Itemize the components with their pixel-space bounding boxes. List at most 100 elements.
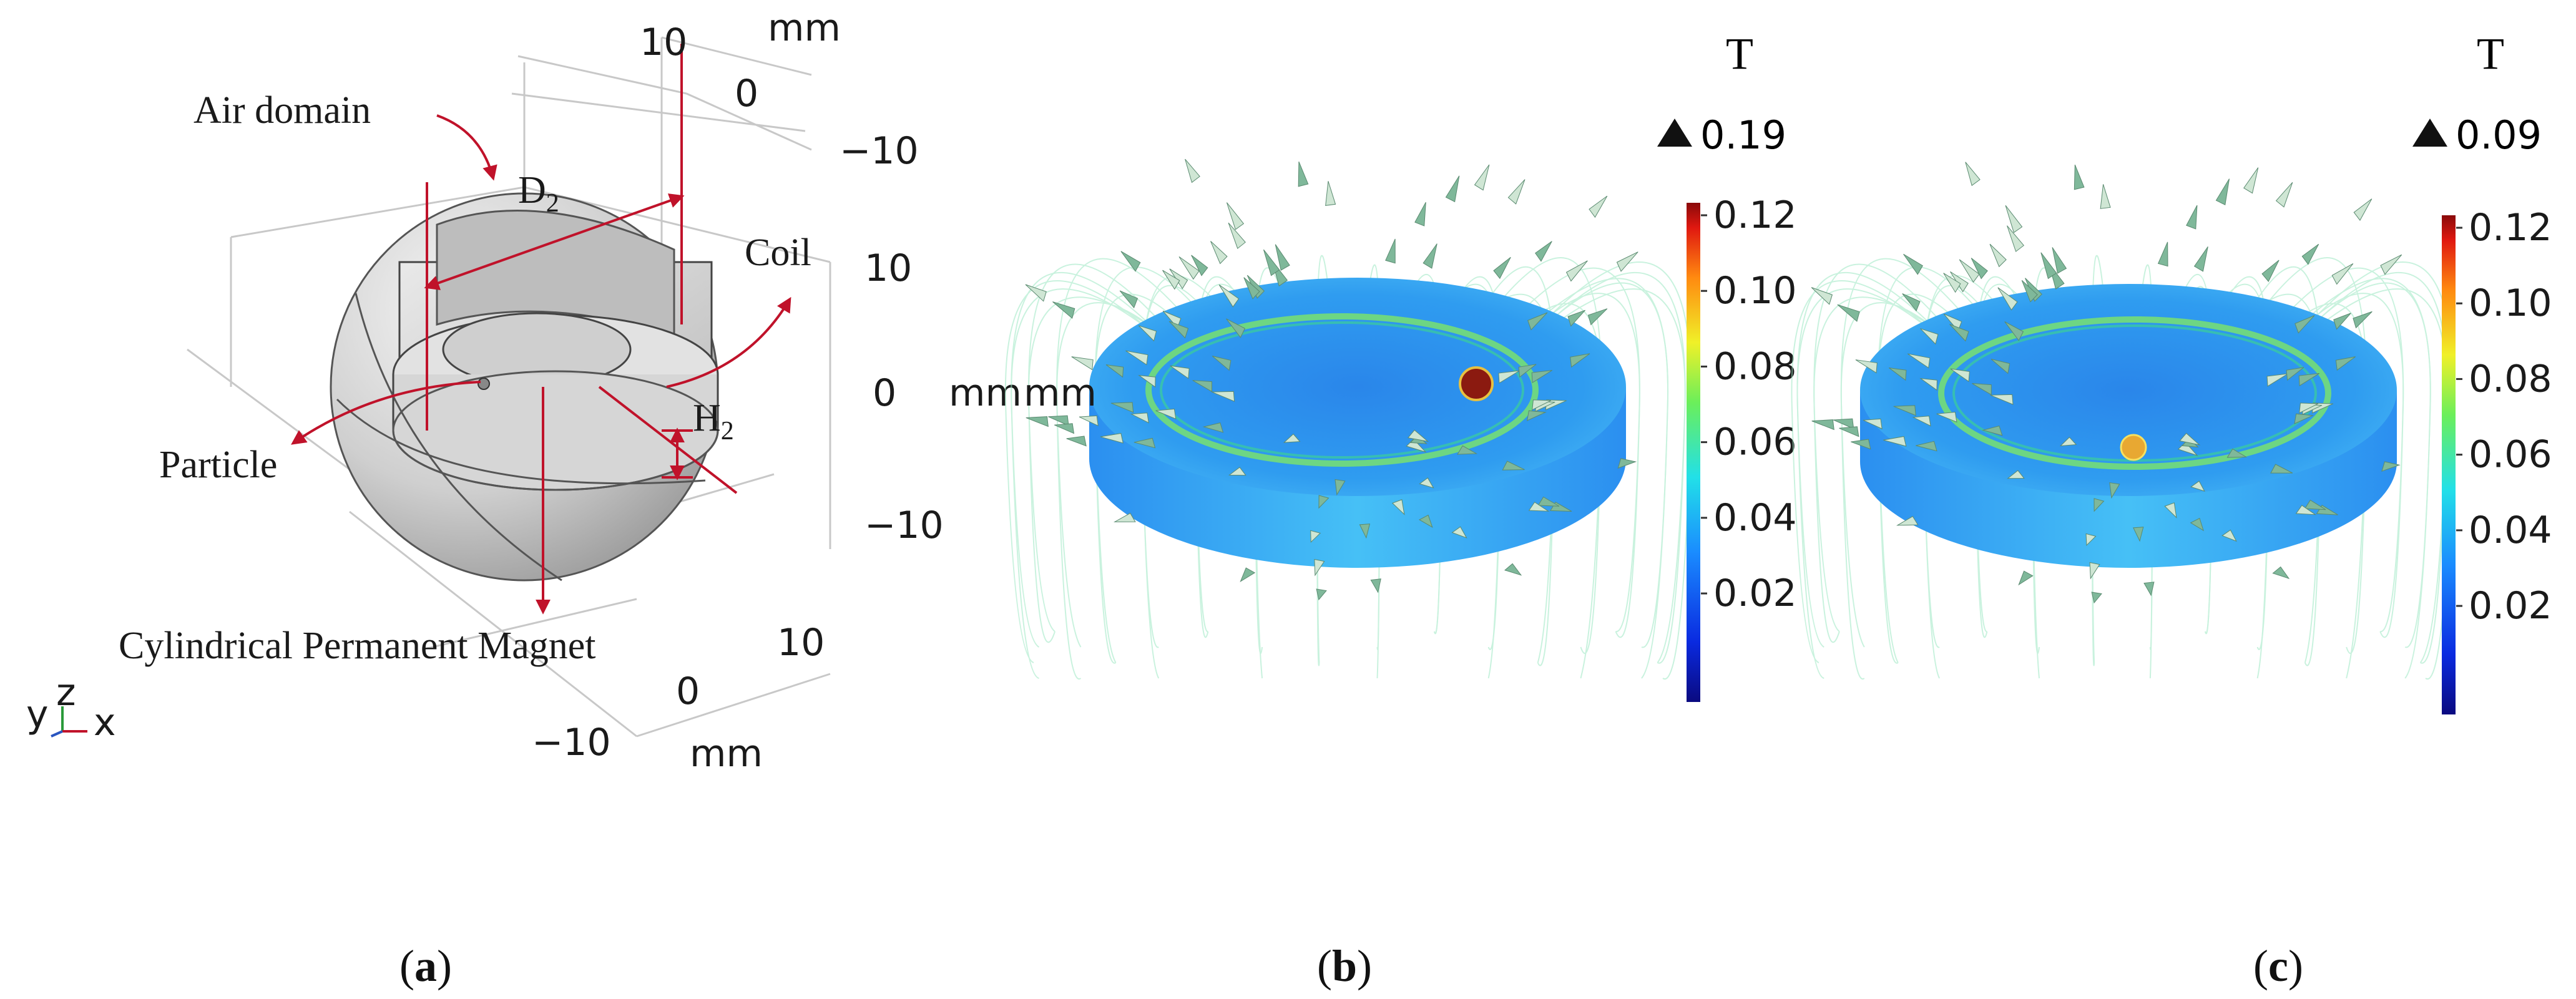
field-arrows-c (1811, 162, 2402, 604)
field-arrow-cone (2094, 498, 2105, 512)
field-arrow-cone (1318, 495, 1330, 509)
field-arrow-cone (2301, 243, 2319, 265)
field-arrow-cone (2380, 254, 2402, 275)
field-arrow-cone (1407, 429, 1429, 442)
colorbar-tick-label: 0.08 (2469, 357, 2552, 401)
field-arrow-cone (1414, 202, 1426, 227)
field-arrow-cone (2004, 321, 2024, 341)
field-arrow-cone (2266, 373, 2288, 387)
field-arrow-cone (1855, 359, 1878, 374)
field-arrow-cone (1325, 181, 1336, 206)
field-arrow-cone (1527, 312, 1548, 331)
tick-x-unit: mm (690, 732, 763, 776)
field-arrow-cone (1989, 243, 2007, 268)
field-arrow-cone (2333, 313, 2351, 330)
max-marker-triangle-c (2412, 119, 2447, 147)
triad-z: z (56, 671, 76, 714)
field-arrow-cone (2021, 280, 2038, 303)
field-arrow-cone (1943, 273, 1961, 293)
label-magnet: Cylindrical Permanent Magnet (119, 625, 595, 667)
field-arrow-cone (1997, 287, 2018, 311)
particle-dot (477, 378, 490, 390)
field-arrow-cone (1863, 418, 1883, 430)
field-arrow-cone (2089, 562, 2100, 580)
field-arrow-cone (2109, 482, 2120, 499)
field-arrow-cone (2299, 402, 2319, 414)
field-line (1840, 258, 2023, 680)
field-arrow-cone (2335, 356, 2356, 371)
field-arrow-cone (1185, 158, 1200, 183)
field-arrow-cone (1971, 258, 1988, 280)
field-arrow-cone (1991, 358, 2010, 374)
field-arrow-cone (1507, 179, 1526, 205)
field-arrow-cone (1155, 408, 1177, 420)
field-arrow-cone (1617, 458, 1637, 469)
field-arrow-cone (2294, 413, 2314, 424)
field-arrow-cone (1837, 304, 1860, 322)
field-line (1813, 296, 2013, 632)
field-arrow-cone (1385, 238, 1396, 264)
colorbar-tick-label: 0.12 (2469, 206, 2552, 250)
caption-b: (b) (1317, 941, 1372, 991)
field-arrow-cone (2353, 311, 2373, 329)
field-arrow-cone (1423, 243, 1437, 269)
max-marker-triangle-b (1657, 119, 1692, 147)
field-arrow-cone (1943, 313, 1962, 332)
field-arrow-cone (1105, 364, 1124, 378)
tick-y-pos: 10 (864, 246, 912, 290)
particle-c (2120, 434, 2147, 461)
field-arrow-cone (1138, 325, 1157, 342)
field-arrow-cone (1518, 364, 1537, 378)
field-arrow-cone (1026, 416, 1049, 427)
field-arrow-cone (1811, 419, 1834, 431)
field-arrow-cone (2272, 566, 2290, 580)
field-arrow-cone (1419, 477, 1434, 489)
field-arrow-cone (1212, 391, 1235, 402)
field-line (1467, 288, 1686, 663)
field-line (1027, 296, 1235, 632)
field-line (2231, 278, 2431, 679)
field-arrow-cone (1537, 496, 1560, 507)
field-arrow-cone (1965, 162, 1981, 187)
field-arrow-cone (1263, 249, 1280, 276)
field-arrow-cone (1218, 284, 1240, 308)
caption-c: (c) (2253, 941, 2303, 991)
field-arrow-cone (1138, 374, 1156, 388)
field-arrow-cone (1335, 479, 1346, 496)
field-arrow-cone (1079, 415, 1099, 427)
tick-z-top: 10 (640, 21, 687, 64)
field-arrow-cone (2215, 178, 2230, 205)
field-arrow-cone (1493, 256, 1511, 280)
field-arrow-cone (1839, 426, 1859, 437)
tick-y-neg: −10 (864, 504, 944, 547)
field-arrow-cone (1981, 426, 2003, 436)
field-arrow-cone (2275, 182, 2293, 208)
field-line (1056, 258, 1245, 680)
field-arrow-cone (2143, 582, 2155, 597)
label-h2: H2 (693, 397, 734, 446)
field-arrow-cone (1893, 405, 1916, 416)
field-arrow-cone (2243, 167, 2259, 194)
field-arrow-cone (1052, 301, 1075, 319)
field-arrow-cone (2091, 592, 2102, 604)
field-arrow-cone (1240, 567, 1256, 583)
field-arrow-cone (1212, 356, 1232, 371)
field-arrow-cone (1936, 411, 1957, 423)
field-arrow-cone (1275, 244, 1290, 271)
field-arrow-cone (1532, 399, 1552, 411)
field-arrow-cone (1833, 418, 1854, 429)
field-arrow-cone (2157, 241, 2168, 267)
field-arrow-cone (1359, 524, 1371, 539)
field-arrow-cone (1504, 563, 1522, 576)
field-arrow-cone (1912, 416, 1931, 427)
field-line (1011, 288, 1229, 648)
tick-z-zero: 0 (735, 72, 758, 115)
field-arrow-cone (1972, 383, 1992, 396)
panel-c: T 0.09 0.12 0.10 0.08 0.06 0.04 0.02 (1791, 29, 2552, 714)
field-arrow-cone (2294, 315, 2315, 334)
field-arrow-cone (1919, 378, 1937, 391)
field-arrow-cone (1531, 369, 1552, 384)
field-arrow-cone (1811, 287, 1833, 305)
field-arrow-cone (2221, 529, 2237, 542)
